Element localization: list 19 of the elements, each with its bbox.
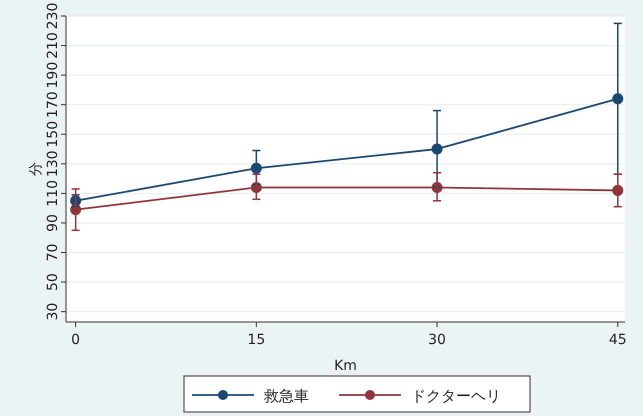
y-tick-label: 150 [45, 120, 61, 148]
x-tick-label: 45 [608, 332, 627, 348]
y-tick-label: 50 [45, 273, 61, 291]
y-tick-label: 110 [45, 180, 61, 207]
y-tick-label: 130 [45, 150, 61, 178]
y-tick-label: 170 [45, 91, 61, 118]
y-tick-label: 90 [45, 214, 61, 232]
x-tick-label: 15 [247, 332, 266, 348]
legend-label: 救急車 [263, 387, 309, 405]
x-axis-title: Km [334, 358, 357, 374]
y-tick-label: 70 [45, 244, 61, 262]
legend-label: ドクターヘリ [411, 387, 501, 405]
y-tick-label: 30 [45, 302, 61, 321]
y-tick-label: 230 [45, 2, 61, 30]
x-tick-label: 0 [71, 332, 80, 348]
y-tick-label: 190 [45, 62, 61, 88]
x-tick-label: 30 [428, 332, 446, 348]
y-tick-label: 210 [45, 32, 61, 59]
y-axis-title: 分 [28, 162, 44, 176]
